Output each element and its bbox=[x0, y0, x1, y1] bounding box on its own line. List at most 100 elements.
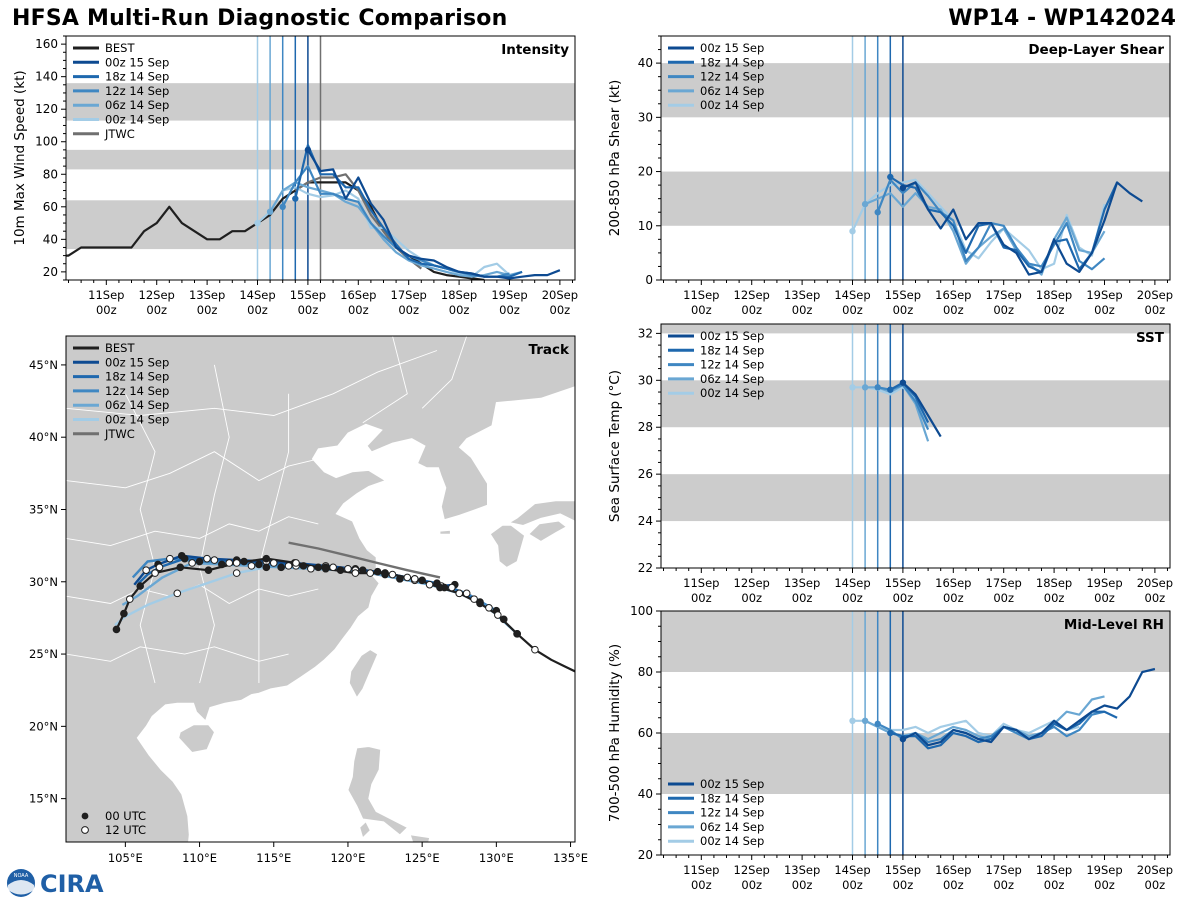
x-tick-day-label: 11Sep bbox=[683, 576, 719, 590]
x-tick-day-label: 17Sep bbox=[986, 288, 1022, 302]
x-tick-hour-label: 00z bbox=[1094, 591, 1115, 605]
run-2-12utc-marker bbox=[225, 559, 234, 567]
x-tick-hour-label: 00z bbox=[792, 878, 813, 892]
x-tick-hour-label: 00z bbox=[691, 591, 712, 605]
best-00utc-marker bbox=[176, 563, 185, 572]
legend-label: JTWC bbox=[104, 127, 135, 141]
legend-label: 00z 15 Sep bbox=[700, 777, 764, 791]
best-12utc-marker bbox=[494, 611, 502, 619]
legend-label: 06z 14 Sep bbox=[700, 820, 764, 834]
run-line-0 bbox=[902, 181, 1143, 276]
province-border bbox=[66, 516, 319, 547]
noaa-seal-text: NOAA bbox=[14, 873, 29, 879]
x-tick-day-label: 20Sep bbox=[1137, 576, 1173, 590]
legend-label: 12z 14 Sep bbox=[700, 70, 764, 84]
lon-tick-label: 115°E bbox=[256, 851, 291, 865]
y-tick-label: 28 bbox=[638, 420, 653, 434]
map-area bbox=[66, 336, 575, 842]
rh-chart: 2040608010011Sep00z12Sep00z13Sep00z14Sep… bbox=[607, 604, 1173, 892]
run-1-12utc-marker bbox=[210, 556, 219, 564]
y-tick-label: 22 bbox=[638, 561, 653, 575]
legend-label: 06z 14 Sep bbox=[700, 372, 764, 386]
best-00utc-marker bbox=[204, 566, 213, 575]
run-2-00utc-marker bbox=[195, 557, 204, 566]
run-1-00utc-marker bbox=[418, 576, 426, 585]
run-2-12utc-marker bbox=[462, 589, 471, 598]
run-2-12utc-marker bbox=[166, 554, 174, 563]
legend-label: 12z 14 Sep bbox=[105, 84, 169, 98]
run-4-12utc-marker bbox=[173, 589, 182, 598]
y-tick-label: 30 bbox=[638, 110, 653, 124]
shear-chart: 01020304011Sep00z12Sep00z13Sep00z14Sep00… bbox=[607, 35, 1173, 317]
lon-tick-label: 125°E bbox=[405, 851, 440, 865]
legend-label: JTWC bbox=[104, 427, 135, 441]
x-tick-hour-label: 00z bbox=[1145, 591, 1166, 605]
run-start-marker bbox=[899, 379, 907, 386]
y-tick-label: 100 bbox=[630, 604, 653, 618]
x-tick-day-label: 12Sep bbox=[139, 288, 175, 302]
run-1-12utc-marker bbox=[269, 559, 278, 567]
sst-chart: 22242628303211Sep00z12Sep00z13Sep00z14Se… bbox=[607, 323, 1173, 605]
y-tick-label: 20 bbox=[638, 165, 653, 179]
run-3-00utc-marker bbox=[396, 575, 404, 583]
run-0-12utc-marker bbox=[203, 554, 211, 563]
x-tick-day-label: 20Sep bbox=[1137, 863, 1173, 877]
map-frame bbox=[65, 335, 576, 843]
panel-title: Intensity bbox=[501, 42, 569, 58]
best-12utc-marker bbox=[232, 559, 241, 567]
run-3-12utc-marker bbox=[247, 562, 256, 570]
page-title: HFSA Multi-Run Diagnostic Comparison bbox=[12, 6, 508, 31]
x-tick-hour-label: 00z bbox=[499, 303, 520, 317]
x-tick-day-label: 11Sep bbox=[683, 288, 719, 302]
y-tick-label: 20 bbox=[638, 848, 653, 862]
x-tick-day-label: 11Sep bbox=[88, 288, 124, 302]
run-3-12utc-marker bbox=[366, 569, 375, 577]
x-tick-hour-label: 00z bbox=[792, 303, 813, 317]
y-tick-label: 100 bbox=[35, 135, 58, 149]
run-1-12utc-marker bbox=[388, 570, 397, 579]
y-tick-label: 32 bbox=[638, 326, 653, 340]
legend-label: 18z 14 Sep bbox=[105, 370, 169, 384]
lat-tick-label: 45°N bbox=[29, 358, 58, 372]
legend-label: 00z 14 Sep bbox=[700, 98, 764, 112]
x-tick-day-label: 18Sep bbox=[1036, 863, 1072, 877]
lon-tick-label: 110°E bbox=[182, 851, 217, 865]
run-1-00utc-marker bbox=[358, 566, 367, 575]
x-tick-hour-label: 00z bbox=[842, 878, 863, 892]
run-start-marker bbox=[861, 384, 869, 391]
x-tick-day-label: 16Sep bbox=[935, 288, 971, 302]
hainan-island bbox=[178, 724, 215, 753]
run-start-marker bbox=[874, 384, 881, 391]
run-start-marker bbox=[254, 219, 261, 227]
x-tick-hour-label: 00z bbox=[1145, 303, 1166, 317]
legend-label: 00z 15 Sep bbox=[105, 55, 169, 69]
legend-label: 00z 14 Sep bbox=[700, 386, 764, 400]
samar-island bbox=[409, 834, 431, 842]
x-tick-hour-label: 00z bbox=[1094, 303, 1115, 317]
mindoro-island bbox=[359, 821, 371, 839]
y-tick-label: 40 bbox=[43, 232, 58, 246]
x-tick-day-label: 15Sep bbox=[885, 288, 921, 302]
x-tick-hour-label: 00z bbox=[247, 303, 268, 317]
province-border bbox=[362, 336, 408, 424]
run-2-00utc-marker bbox=[314, 563, 323, 572]
legend-label: 18z 14 Sep bbox=[700, 55, 764, 69]
y-tick-label: 80 bbox=[638, 665, 653, 679]
best-00utc-marker bbox=[436, 583, 444, 592]
run-start-marker bbox=[899, 184, 907, 192]
best-12utc-marker bbox=[151, 569, 159, 577]
jtwc-track-line bbox=[288, 541, 441, 579]
threshold-band bbox=[661, 474, 1170, 522]
kyushu-island bbox=[489, 525, 525, 568]
run-line-3 bbox=[864, 695, 1105, 741]
run-start-marker bbox=[849, 228, 856, 235]
run-start-marker bbox=[849, 717, 856, 724]
panel-title: Mid-Level RH bbox=[1064, 617, 1164, 633]
legend-label: 12z 14 Sep bbox=[700, 806, 764, 820]
x-tick-day-label: 13Sep bbox=[784, 576, 820, 590]
best-00utc-marker bbox=[112, 625, 121, 634]
legend-label: 12z 14 Sep bbox=[105, 384, 169, 398]
lat-tick-label: 40°N bbox=[29, 430, 58, 444]
x-tick-day-label: 17Sep bbox=[986, 576, 1022, 590]
y-tick-label: 0 bbox=[645, 273, 653, 287]
